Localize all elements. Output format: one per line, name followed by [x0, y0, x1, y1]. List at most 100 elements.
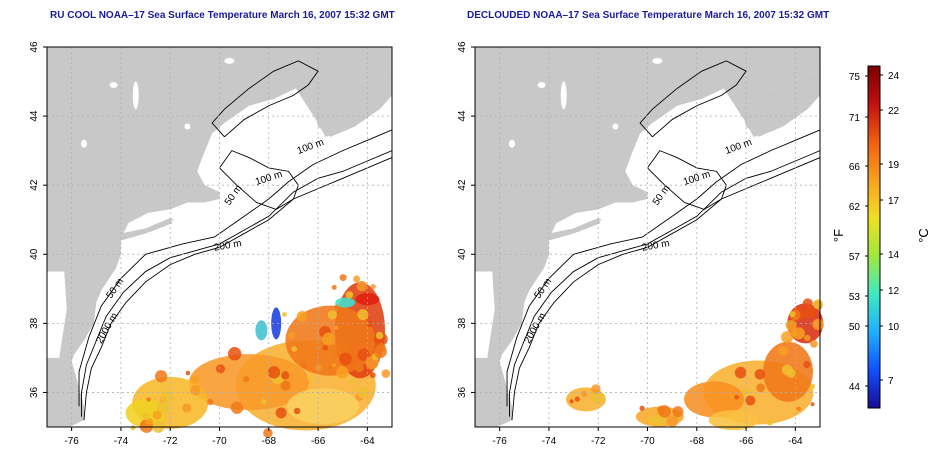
fahrenheit-tick-label: 62	[849, 202, 861, 213]
isobath-100m	[78, 129, 393, 407]
lake	[612, 123, 619, 130]
sst-pixel	[185, 370, 191, 376]
sst-pixel	[742, 387, 750, 396]
sst-pixel	[296, 311, 308, 322]
sst-pixel	[756, 383, 765, 393]
sst-pixel	[745, 395, 756, 406]
y-tick-label: 38	[457, 317, 468, 329]
fahrenheit-label: °F	[831, 228, 847, 243]
x-tick-label: -66	[739, 436, 754, 447]
x-tick-label: -64	[360, 436, 375, 447]
sst-pixel	[781, 364, 793, 376]
sst-pixel	[267, 366, 281, 379]
sst-pixel	[280, 380, 291, 391]
sst-pixel	[789, 311, 796, 318]
y-tick-label: 46	[457, 41, 468, 53]
panel-title-raw: RU COOL NOAA–17 Sea Surface Temperature …	[50, 10, 395, 21]
sst-pixel	[334, 304, 339, 309]
sst-pixel	[300, 361, 308, 369]
lake	[109, 82, 118, 88]
sst-pixel	[803, 361, 811, 369]
sst-pixel	[331, 284, 337, 290]
sst-pixel	[812, 320, 821, 328]
x-tick-label: -64	[788, 436, 803, 447]
sst-pixel	[339, 352, 352, 366]
sst-patch	[355, 293, 380, 306]
sst-pixel	[260, 398, 267, 405]
land-mass	[475, 47, 820, 427]
celsius-tick-label: 17	[888, 196, 900, 207]
sst-pixel	[182, 403, 192, 413]
sst-pixel	[810, 340, 818, 348]
sst-patch	[684, 381, 745, 418]
sst-pixel	[367, 321, 373, 328]
celsius-tick-label: 24	[888, 71, 900, 82]
x-tick-label: -74	[542, 436, 557, 447]
sst-patch	[335, 297, 356, 308]
y-tick-label: 38	[29, 317, 40, 329]
sst-pixel	[785, 319, 797, 331]
lake	[508, 139, 515, 148]
sst-pixel	[336, 341, 350, 355]
lake	[560, 81, 567, 110]
colorbar: 75 71 66 62 57 53 50 44 24 22 19 17 14 12 10 7	[849, 65, 900, 409]
sst-pixel	[591, 384, 601, 394]
sst-pixel	[581, 390, 588, 398]
sst-pixel	[734, 366, 747, 379]
land-mass	[47, 47, 392, 427]
sst-pixel	[280, 371, 290, 380]
sst-pixel	[152, 410, 162, 420]
y-tick-label: 44	[29, 110, 40, 122]
x-tick-label: -76	[492, 436, 507, 447]
isobath-gulf-maine	[639, 60, 747, 138]
sst-patch	[708, 410, 759, 431]
lake	[224, 57, 235, 64]
sst-pixel	[355, 363, 364, 373]
sst-pixel	[574, 396, 580, 402]
sst-pixel	[778, 345, 789, 356]
celsius-tick-label: 7	[888, 376, 894, 387]
sst-pixel	[293, 407, 301, 415]
nova-scotia	[741, 71, 820, 137]
sst-patch	[271, 307, 282, 340]
y-tick-label: 44	[457, 110, 468, 122]
y-tick-label: 46	[29, 41, 40, 53]
sst-pixel	[130, 425, 136, 431]
celsius-tick-label: 22	[888, 106, 900, 117]
sst-pixel	[353, 275, 361, 283]
contour-label: 200 m	[213, 238, 242, 254]
sst-pixel	[356, 280, 368, 292]
sst-pixel	[336, 366, 349, 379]
isobath-200m	[81, 150, 393, 417]
x-tick-label: -72	[163, 436, 178, 447]
sst-pixel	[275, 407, 287, 419]
sst-pixel	[345, 291, 354, 299]
sst-pixel	[810, 402, 815, 407]
fahrenheit-tick-label: 50	[849, 322, 861, 333]
x-tick-label: -70	[640, 436, 655, 447]
sst-pixel	[263, 428, 273, 438]
sst-pixel	[374, 345, 387, 359]
x-tick-label: -72	[591, 436, 606, 447]
sst-pixel	[646, 415, 657, 426]
sst-pixel	[291, 346, 298, 352]
chesapeake-bay	[475, 271, 495, 358]
sst-pixel	[145, 417, 154, 426]
sst-pixel	[804, 306, 817, 319]
sst-pixel	[804, 334, 811, 342]
sst-pixel	[381, 369, 391, 378]
sst-pixel	[348, 378, 354, 384]
celsius-label: °C	[915, 228, 931, 243]
sst-pixel	[156, 401, 170, 415]
sst-pixel	[243, 376, 250, 383]
lake	[80, 139, 87, 148]
fahrenheit-tick-label: 66	[849, 162, 861, 173]
panel-title-declouded: DECLOUDED NOAA–17 Sea Surface Temperatur…	[467, 10, 830, 21]
sst-pixel	[282, 312, 287, 317]
sst-pixel	[146, 397, 151, 402]
x-tick-label: -68	[262, 436, 277, 447]
contour-label: 200 m	[641, 238, 670, 254]
fahrenheit-tick-label: 57	[849, 252, 861, 263]
